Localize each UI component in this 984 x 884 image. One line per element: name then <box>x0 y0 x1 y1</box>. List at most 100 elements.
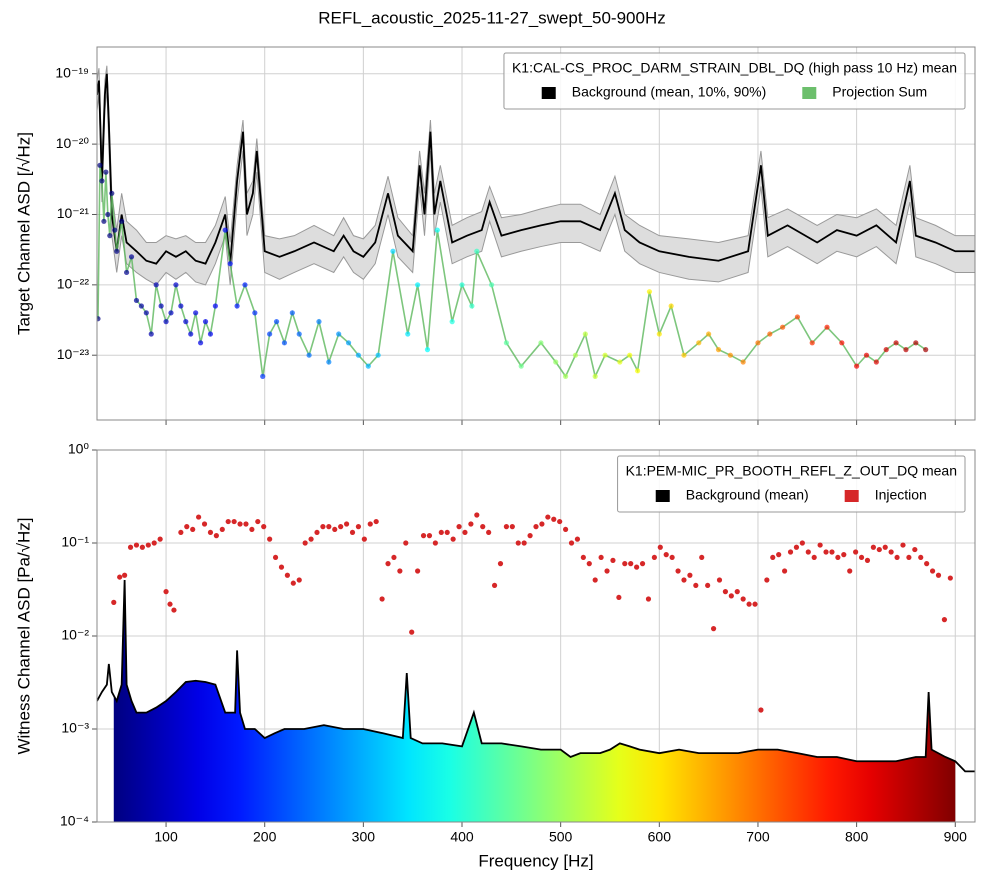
scatter-point <box>639 561 646 567</box>
scatter-point <box>592 577 598 583</box>
marker <box>696 340 702 346</box>
scatter-point <box>201 521 208 527</box>
scatter-point <box>349 529 356 536</box>
scatter-point <box>616 594 622 601</box>
marker <box>913 340 919 346</box>
marker <box>163 319 169 325</box>
scatter-point <box>764 577 770 583</box>
marker <box>193 310 199 316</box>
marker <box>646 289 653 295</box>
marker <box>706 331 712 337</box>
scatter-point <box>432 540 438 546</box>
scatter-point <box>213 533 219 539</box>
scatter-point <box>444 529 450 536</box>
marker <box>405 331 411 337</box>
scatter-point <box>935 572 942 578</box>
scatter-point <box>139 544 145 550</box>
scatter-point <box>415 568 421 574</box>
marker <box>133 297 140 304</box>
marker <box>365 363 371 369</box>
marker <box>158 303 164 309</box>
scatter-point <box>332 526 338 533</box>
marker <box>97 162 103 168</box>
scatter-point <box>770 554 776 561</box>
y-axis-label: Target Channel ASD [/√Hz] <box>14 132 33 335</box>
scatter-point <box>361 536 367 542</box>
scatter-point <box>243 521 249 527</box>
scatter-point <box>420 533 427 539</box>
y-tick-label: 10⁻²⁰ <box>56 135 90 151</box>
marker <box>227 261 233 267</box>
legend-label: Background (mean) <box>686 487 809 503</box>
scatter-point <box>302 540 308 546</box>
line <box>97 73 975 265</box>
marker <box>562 373 569 379</box>
scatter-point <box>207 529 214 536</box>
y-tick-label: 10⁰ <box>68 441 90 457</box>
scatter-point <box>409 629 415 635</box>
marker <box>188 331 194 337</box>
marker <box>755 340 761 346</box>
scatter-point <box>900 542 906 548</box>
legend-swatch <box>802 87 817 99</box>
scatter-point <box>776 552 782 558</box>
marker <box>234 303 240 309</box>
marker <box>242 282 248 288</box>
marker <box>592 373 598 379</box>
scatter-point <box>858 554 865 561</box>
scatter-point <box>391 554 397 561</box>
marker <box>316 319 322 325</box>
legend-swatch <box>844 490 859 502</box>
scatter-point <box>278 564 285 570</box>
plot-frame <box>96 449 976 823</box>
scatter-point <box>841 552 847 558</box>
scatter-point <box>817 542 823 548</box>
scatter-point <box>811 554 817 561</box>
scatter-point <box>829 549 835 555</box>
scatter-point <box>231 518 237 525</box>
marker <box>727 352 733 358</box>
scatter-point <box>486 529 492 536</box>
scatter-point <box>456 524 462 530</box>
scatter-point <box>379 596 385 602</box>
marker <box>635 368 641 374</box>
marker <box>112 227 118 233</box>
scatter-point <box>746 601 752 607</box>
legend-title: K1:CAL-CS_PROC_DARM_STRAIN_DBL_DQ (high … <box>512 60 957 76</box>
y-tick-label: 10⁻²¹ <box>57 205 90 221</box>
marker <box>153 282 159 288</box>
scatter-point <box>190 526 196 533</box>
scatter-point <box>122 572 128 578</box>
scatter-point <box>645 596 652 602</box>
scatter-point <box>710 626 717 632</box>
scatter-point <box>864 557 871 563</box>
marker <box>767 331 773 337</box>
scatter-point <box>255 518 261 525</box>
y-tick-label: 10⁻⁴ <box>60 813 89 829</box>
x-tick-label: 600 <box>648 829 672 845</box>
marker <box>809 340 815 346</box>
scatter-point <box>355 524 362 530</box>
scatter-point <box>793 544 800 550</box>
scatter-point <box>752 601 758 607</box>
marker <box>681 352 687 358</box>
scatter-point <box>929 568 936 574</box>
plot-frame <box>96 46 976 421</box>
marker <box>375 352 381 358</box>
scatter-point <box>894 554 900 561</box>
scatter-point <box>669 554 675 561</box>
x-axis-label: Frequency [Hz] <box>478 851 593 870</box>
legend-entry: Projection Sum <box>802 84 927 100</box>
marker <box>197 340 204 346</box>
scatter-point <box>284 572 290 578</box>
scatter-point <box>320 524 326 530</box>
marker <box>103 169 109 175</box>
marker <box>893 340 899 346</box>
marker <box>148 331 154 337</box>
scatter-point <box>882 544 888 550</box>
marker <box>873 359 879 365</box>
legend-title: K1:PEM-MIC_PR_BOOTH_REFL_Z_OUT_DQ mean <box>626 463 957 479</box>
scatter-point <box>722 589 729 595</box>
scatter-point <box>373 518 379 525</box>
scatter-point <box>184 524 190 530</box>
